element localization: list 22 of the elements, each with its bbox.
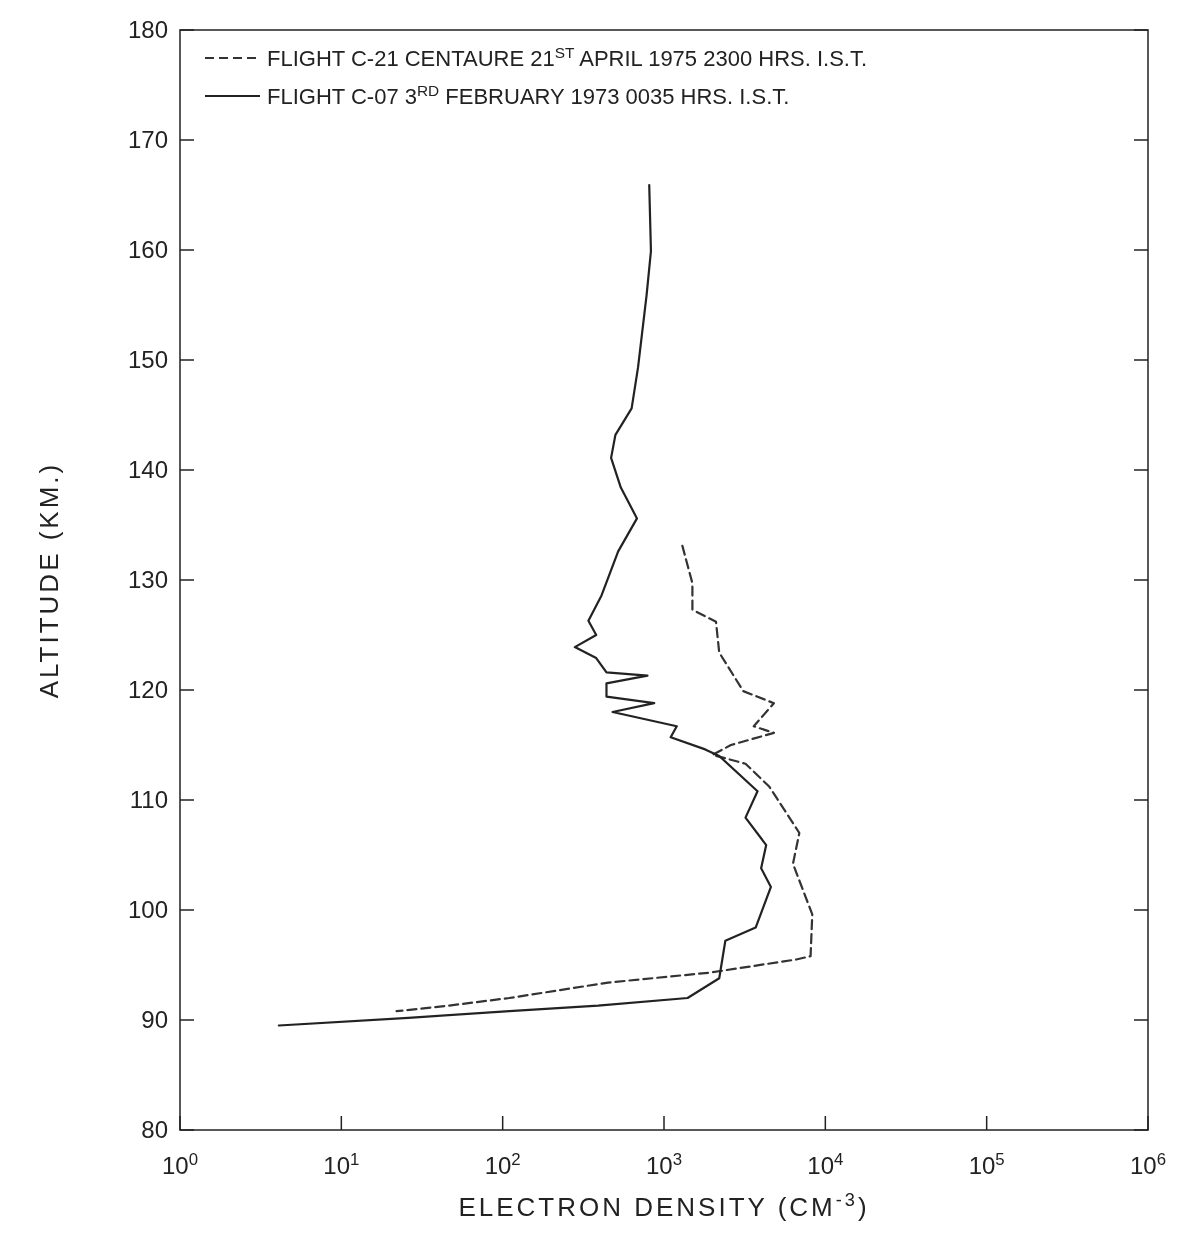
y-tick-label: 140 — [127, 456, 168, 484]
y-tick-label: 110 — [129, 786, 168, 814]
y-tick-label: 100 — [127, 896, 168, 924]
y-tick-label: 160 — [127, 236, 168, 264]
x-tick-label: 10$^{2}$ — [484, 1149, 521, 1179]
x-tick-label: 10$^{5}$ — [968, 1149, 1005, 1179]
x-tick-label: 10$^{3}$ — [645, 1149, 683, 1179]
y-axis-title: ALTITUDE (KM.) — [34, 461, 64, 699]
y-tick-label: 130 — [127, 566, 168, 594]
y-tick-label: 90 — [141, 1006, 168, 1034]
x-tick-label: 10$^{4}$ — [807, 1149, 844, 1179]
y-tick-label: 80 — [141, 1116, 168, 1144]
y-tick-label: 170 — [127, 126, 168, 154]
y-tick-label: 180 — [127, 16, 168, 44]
x-tick-label: 10$^{1}$ — [323, 1149, 360, 1179]
legend-label: FLIGHT C-21 CENTAURE 21$^{ST}$ APRIL 1975 2300 HRS. I.S.T. — [267, 43, 868, 71]
x-tick-label: 10$^{0}$ — [161, 1149, 199, 1179]
x-tick-label: 10$^{6}$ — [1129, 1149, 1167, 1179]
x-axis-title: ELECTRON DENSITY (CM$^{-3}$) — [458, 1190, 870, 1222]
y-tick-label: 120 — [127, 676, 168, 704]
legend-label: FLIGHT C-07 3$^{RD}$ FEBRUARY 1973 0035 HRS. I.S.T. — [267, 81, 790, 109]
y-tick-label: 150 — [127, 346, 168, 374]
